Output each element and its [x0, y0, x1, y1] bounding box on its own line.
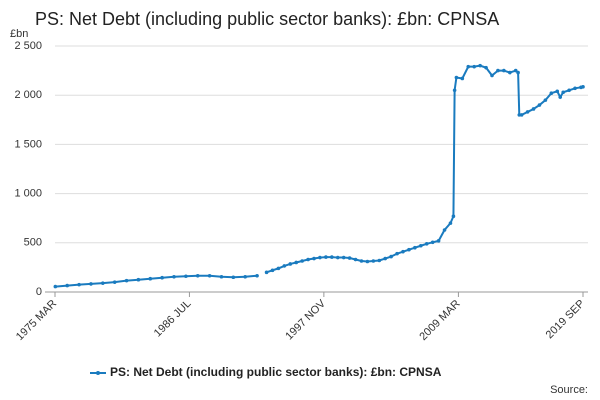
legend-marker	[96, 371, 100, 375]
data-point	[531, 107, 536, 111]
data-point	[219, 274, 224, 279]
data-point	[561, 90, 565, 95]
data-point	[484, 65, 488, 70]
data-point	[341, 255, 346, 260]
data-point	[543, 98, 548, 102]
data-point	[264, 270, 269, 275]
data-point	[472, 64, 476, 69]
data-point	[389, 254, 393, 259]
data-point	[502, 68, 506, 73]
x-tick-label: 1997 NOV	[283, 297, 328, 342]
data-point	[401, 249, 405, 254]
data-point	[448, 221, 453, 225]
data-point	[555, 89, 560, 94]
data-point	[466, 64, 471, 69]
y-tick-label: 500	[24, 237, 42, 249]
source: Source:	[550, 384, 588, 396]
data-point	[558, 95, 563, 99]
data-point	[300, 259, 304, 263]
data-point	[53, 284, 58, 289]
data-point	[581, 85, 585, 89]
data-point	[549, 91, 554, 96]
data-point	[77, 282, 81, 287]
data-point	[519, 113, 524, 117]
data-point	[442, 228, 447, 232]
data-point	[424, 241, 429, 246]
data-point	[371, 259, 376, 263]
data-point	[452, 88, 457, 93]
data-point	[195, 273, 200, 278]
data-point	[255, 273, 259, 278]
y-tick-label: 1 500	[14, 138, 42, 150]
x-tick-label: 2009 MAR	[417, 298, 462, 343]
data-point	[324, 255, 328, 259]
data-point	[270, 268, 275, 273]
data-point	[383, 256, 388, 261]
data-point	[407, 247, 411, 252]
data-point	[89, 282, 93, 286]
data-point	[365, 259, 370, 264]
data-point	[112, 280, 117, 284]
data-point	[460, 76, 465, 81]
data-point	[312, 256, 316, 261]
chart-title: PS: Net Debt (including public sector ba…	[35, 9, 499, 29]
data-point	[573, 86, 577, 91]
data-point	[377, 258, 382, 263]
x-tick-label: 1975 MAR	[14, 298, 59, 343]
data-point	[231, 275, 236, 280]
data-point	[243, 274, 247, 279]
data-point	[124, 278, 129, 283]
data-point	[413, 245, 417, 250]
data-point	[276, 266, 281, 271]
data-point	[318, 255, 322, 260]
data-point	[330, 255, 334, 259]
data-point	[347, 256, 352, 260]
data-point	[359, 259, 364, 263]
data-point	[516, 70, 520, 75]
data-point	[294, 260, 299, 265]
data-point	[101, 281, 105, 285]
data-point	[507, 70, 512, 75]
data-point	[160, 275, 164, 280]
y-tick-label: 1 000	[14, 188, 42, 200]
data-point	[436, 239, 441, 243]
data-point	[537, 103, 542, 107]
x-tick-label: 2019 SEP	[544, 298, 588, 342]
data-point	[172, 274, 176, 279]
data-point	[490, 73, 494, 78]
series-line	[55, 64, 584, 288]
data-point	[451, 214, 456, 219]
data-point	[65, 283, 70, 288]
legend: PS: Net Debt (including public sector ba…	[110, 365, 442, 379]
y-tick-label: 0	[36, 286, 42, 298]
data-point	[353, 257, 358, 262]
y-axis-label: £bn	[10, 28, 28, 40]
data-point	[430, 240, 435, 245]
data-point	[148, 276, 153, 281]
data-point	[288, 262, 293, 266]
data-point	[335, 255, 340, 260]
data-point	[496, 68, 500, 73]
data-point	[207, 273, 212, 278]
data-point	[567, 88, 571, 93]
data-point	[478, 63, 482, 68]
data-point	[395, 251, 399, 256]
data-point	[513, 68, 518, 73]
data-point	[419, 243, 423, 248]
data-point	[454, 75, 459, 80]
data-point	[306, 257, 310, 262]
data-point	[525, 110, 530, 114]
y-tick-label: 2 500	[14, 40, 42, 52]
x-tick-label: 1986 JUL	[152, 298, 194, 340]
data-point	[282, 264, 287, 268]
data-point	[136, 277, 141, 282]
y-tick-label: 2 000	[14, 89, 42, 101]
data-point	[184, 274, 188, 279]
